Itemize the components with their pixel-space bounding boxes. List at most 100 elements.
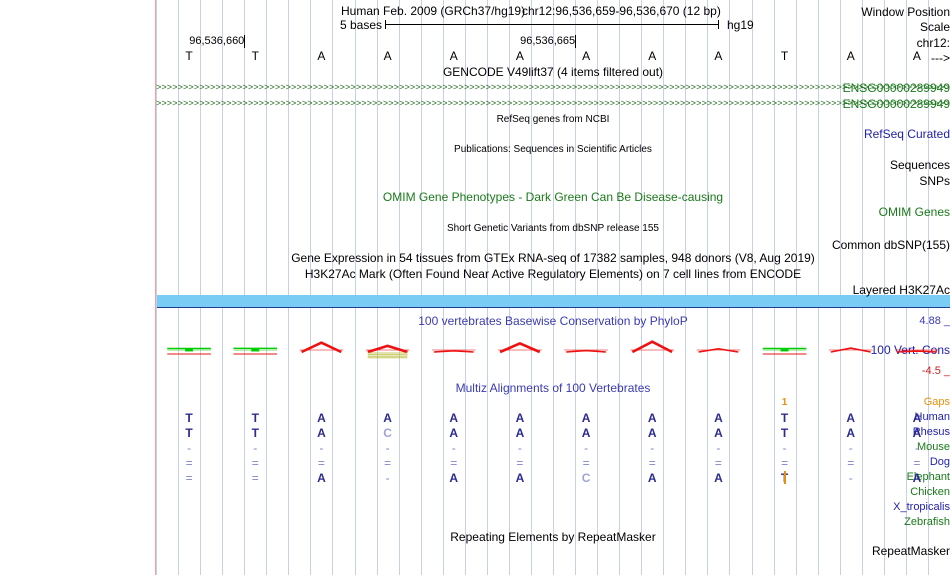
conservation-bar	[167, 347, 211, 355]
track-label-refseq[interactable]: RefSeq Curated	[863, 127, 950, 141]
alignment-cell: =	[384, 456, 392, 470]
ruler-base: A	[714, 49, 723, 63]
track-label-h3k27ac[interactable]: Layered H3K27Ac	[852, 283, 950, 297]
gridlines	[156, 0, 950, 575]
track-label-sequences[interactable]: Sequences	[889, 158, 950, 172]
track-label-gencode-1[interactable]: ENSG00000289949	[842, 81, 950, 95]
gridline	[355, 0, 356, 575]
alignment-cell: -	[914, 441, 919, 455]
conservation-plot[interactable]	[156, 336, 950, 374]
gridline	[178, 0, 179, 575]
conservation-bar	[299, 341, 344, 354]
ruler-base: A	[449, 49, 458, 63]
assembly-title: Human Feb. 2009 (GRCh37/hg19)	[341, 4, 526, 18]
conservation-bar	[828, 347, 873, 353]
alignment-cell: -	[584, 441, 589, 455]
gridline	[818, 0, 819, 575]
species-label-gaps[interactable]: Gaps	[923, 396, 950, 408]
caption-h3k27ac: H3K27Ac Mark (Often Found Near Active Re…	[304, 267, 802, 281]
caption-repeatmasker: Repeating Elements by RepeatMasker	[450, 530, 656, 544]
conservation-bar	[233, 347, 278, 355]
alignment-cell: A	[317, 411, 326, 425]
species-label-mouse[interactable]: Mouse	[916, 441, 950, 453]
conservation-bar	[630, 340, 675, 354]
species-label-rhesus[interactable]: Rhesus	[912, 426, 950, 438]
strand-label: --->	[931, 51, 950, 65]
alignment-cell: -	[517, 441, 522, 455]
gridline	[906, 0, 907, 575]
gridline	[752, 0, 753, 575]
gridline	[796, 0, 797, 575]
region-coordinates: chr12:96,536,659-96,536,670 (12 bp)	[522, 4, 721, 18]
ruler-tick	[575, 35, 577, 48]
track-label-dbsnp[interactable]: Common dbSNP(155)	[831, 238, 950, 252]
alignment-cell: A	[449, 426, 459, 440]
alignment-cell: -	[187, 441, 192, 455]
alignment-cell: A	[515, 411, 525, 425]
alignment-cell: A	[581, 426, 591, 440]
h3k27ac-signal-band[interactable]	[157, 295, 950, 308]
alignment-cell: =	[450, 456, 458, 470]
gridline	[509, 0, 510, 575]
gridline	[465, 0, 466, 575]
alignment-cell: -	[385, 471, 390, 485]
alignment-cell: -	[848, 471, 853, 485]
species-label-zebrafish[interactable]: Zebrafish	[904, 516, 950, 528]
track-label-omim[interactable]: OMIM Genes	[878, 205, 950, 219]
ruler-base: T	[251, 49, 259, 63]
ruler-base: A	[912, 49, 921, 63]
gridline	[421, 0, 422, 575]
left-boundary-line	[155, 0, 156, 575]
alignment-cell: T	[780, 426, 789, 440]
alignment-cell: A	[449, 471, 459, 485]
ruler-base: A	[846, 49, 855, 63]
gridline	[200, 0, 201, 575]
conservation-bar	[498, 342, 542, 354]
conservation-bar	[564, 349, 608, 353]
alignment-cell: A	[714, 411, 723, 425]
gridline	[531, 0, 532, 575]
alignment-cell: C	[383, 426, 392, 440]
alignment-cell: =	[251, 456, 259, 470]
alignment-cell: =	[582, 456, 590, 470]
gridline	[774, 0, 775, 575]
ruler-base: A	[383, 49, 392, 63]
track-label-repeatmasker[interactable]: RepeatMasker	[871, 544, 950, 558]
caption-sequences: Publications: Sequences in Scientific Ar…	[454, 144, 652, 155]
species-label-human[interactable]: Human	[914, 411, 950, 423]
species-label-elephant[interactable]: Elephant	[906, 471, 950, 483]
alignment-cell: =	[913, 456, 921, 470]
gridline	[332, 0, 333, 575]
alignment-cell: -	[650, 441, 655, 455]
gridline	[156, 0, 157, 575]
species-label-chicken[interactable]: Chicken	[910, 486, 950, 498]
alignment-cell: T	[251, 426, 259, 440]
ruler-base: T	[185, 49, 193, 63]
gridline	[928, 0, 929, 575]
caption-dbsnp: Short Genetic Variants from dbSNP releas…	[447, 223, 659, 234]
species-label-dog[interactable]: Dog	[929, 456, 950, 468]
alignment-cell: =	[185, 471, 193, 485]
alignment-cell: T	[185, 426, 193, 440]
track-label-gencode-2[interactable]: ENSG00000289949	[842, 97, 950, 111]
alignment-cell: 1	[781, 397, 788, 408]
alignment-cell: =	[317, 456, 325, 470]
alignment-cell: A	[714, 471, 723, 485]
alignment-cell: A	[846, 411, 856, 425]
gene-arrows-row-1[interactable]: >>>>>>>>>>>>>>>>>>>>>>>>>>>>>>>>>>>>>>>>…	[156, 83, 950, 93]
alignment-cell: -	[716, 441, 721, 455]
alignment-cell: T	[251, 411, 259, 425]
ruler-base: A	[317, 49, 326, 63]
gridline	[377, 0, 378, 575]
alignment-cell: A	[846, 426, 856, 440]
species-label-x-tropicalis[interactable]: X_tropicalis	[893, 501, 950, 513]
alignment-cell: -	[319, 441, 324, 455]
alignment-cell: A	[647, 411, 657, 425]
gridline	[597, 0, 598, 575]
alignment-cell: -	[385, 441, 390, 455]
track-label-snps[interactable]: SNPs	[919, 174, 950, 188]
gene-arrows-row-2[interactable]: >>>>>>>>>>>>>>>>>>>>>>>>>>>>>>>>>>>>>>>>…	[156, 99, 950, 109]
ruler-position-label: 96,536,665	[520, 35, 577, 48]
alignment-cell: A	[383, 411, 392, 425]
